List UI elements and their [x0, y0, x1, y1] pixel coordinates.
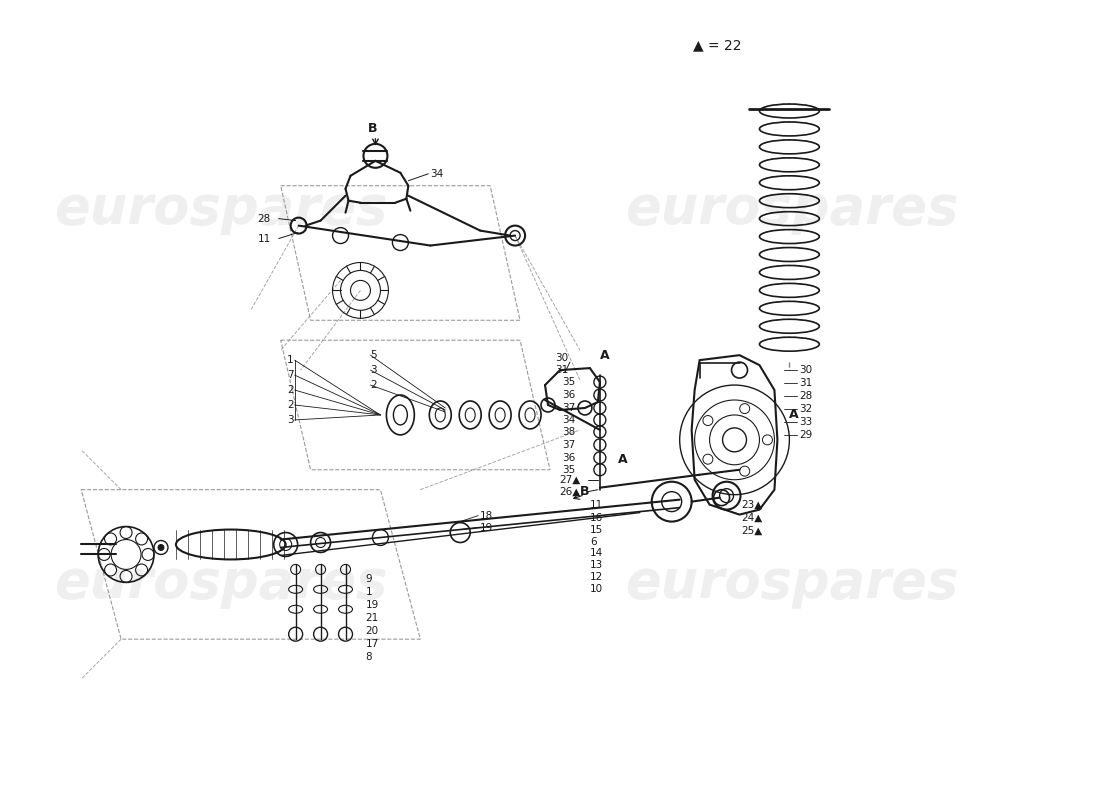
- Text: 19: 19: [481, 522, 494, 533]
- Text: 30: 30: [556, 353, 568, 363]
- Text: 28: 28: [800, 391, 813, 401]
- Text: 14: 14: [590, 549, 603, 558]
- Text: 29: 29: [800, 430, 813, 440]
- Text: 13: 13: [590, 561, 603, 570]
- Text: 5: 5: [371, 350, 377, 360]
- Text: 2: 2: [287, 385, 294, 395]
- Text: 27▲: 27▲: [560, 474, 581, 485]
- Text: 3: 3: [371, 365, 377, 375]
- Text: 31: 31: [556, 365, 569, 375]
- Text: 26▲: 26▲: [560, 486, 581, 497]
- Text: 30: 30: [800, 365, 813, 375]
- Text: 11: 11: [257, 234, 271, 243]
- Text: ▲ = 22: ▲ = 22: [693, 38, 741, 52]
- Text: 6: 6: [590, 537, 596, 546]
- Text: 3: 3: [287, 415, 294, 425]
- Text: 35: 35: [562, 465, 575, 474]
- Text: 12: 12: [590, 572, 603, 582]
- Text: 2: 2: [287, 400, 294, 410]
- Text: 23▲: 23▲: [741, 500, 762, 510]
- Text: 15: 15: [590, 525, 603, 534]
- Text: A: A: [790, 409, 799, 422]
- Text: A: A: [600, 349, 609, 362]
- Text: eurospares: eurospares: [625, 182, 958, 234]
- Text: 33: 33: [800, 417, 813, 427]
- Text: A: A: [618, 454, 627, 466]
- Text: 35: 35: [562, 377, 575, 387]
- Text: 36: 36: [562, 453, 575, 462]
- Text: eurospares: eurospares: [54, 182, 387, 234]
- Text: 20: 20: [365, 626, 378, 636]
- Text: B: B: [580, 485, 590, 498]
- Text: B: B: [367, 122, 377, 135]
- Text: 32: 32: [800, 404, 813, 414]
- Text: 1: 1: [365, 587, 372, 598]
- Text: 10: 10: [590, 584, 603, 594]
- Text: 37: 37: [562, 440, 575, 450]
- Text: eurospares: eurospares: [54, 558, 387, 610]
- Text: 9: 9: [365, 574, 372, 584]
- Text: 37: 37: [562, 403, 575, 413]
- Text: 7: 7: [287, 370, 294, 380]
- Text: 25▲: 25▲: [741, 526, 762, 535]
- Text: 2: 2: [371, 380, 377, 390]
- Text: 21: 21: [365, 614, 378, 623]
- Text: 1: 1: [287, 355, 294, 365]
- Text: 11: 11: [590, 500, 603, 510]
- Text: 36: 36: [562, 390, 575, 400]
- Text: eurospares: eurospares: [625, 558, 958, 610]
- Text: 31: 31: [800, 378, 813, 388]
- Text: 38: 38: [562, 427, 575, 437]
- Text: 17: 17: [365, 639, 378, 649]
- Text: 19: 19: [365, 600, 378, 610]
- Text: 8: 8: [365, 652, 372, 662]
- Text: 34: 34: [430, 169, 443, 178]
- Text: 34: 34: [562, 415, 575, 425]
- Text: 24▲: 24▲: [741, 513, 762, 522]
- Text: 28: 28: [257, 214, 271, 224]
- Text: 18: 18: [481, 510, 494, 521]
- Circle shape: [158, 545, 164, 550]
- Text: 16: 16: [590, 513, 603, 522]
